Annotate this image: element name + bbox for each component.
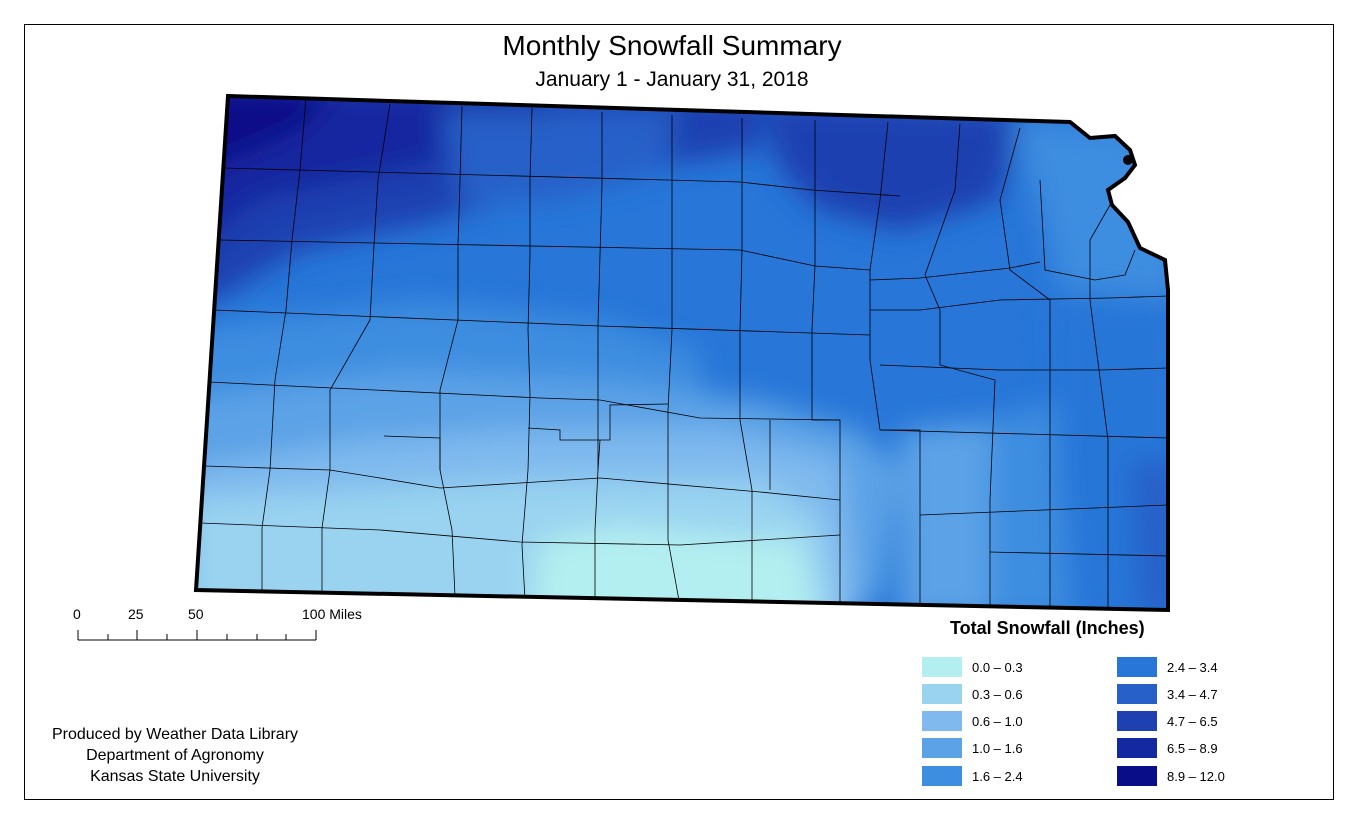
legend-swatch — [1117, 738, 1157, 758]
scale-bar: 0 25 50 100 Miles — [70, 602, 390, 652]
legend-label: 0.0 – 0.3 — [972, 659, 1023, 675]
legend-label: 1.0 – 1.6 — [972, 740, 1023, 756]
legend-swatch — [922, 738, 962, 758]
legend-swatch — [1117, 711, 1157, 731]
scale-tick-label: 0 — [73, 606, 81, 622]
scale-tick-label: 100 Miles — [302, 606, 362, 622]
legend-item: 1.6 – 2.4 — [922, 766, 1023, 786]
scale-bar-graphic — [77, 630, 317, 641]
legend-label: 8.9 – 12.0 — [1167, 768, 1225, 784]
scale-tick-label: 25 — [128, 606, 144, 622]
credits-line: Kansas State University — [90, 768, 260, 785]
legend-item: 8.9 – 12.0 — [1117, 766, 1225, 786]
legend-label: 0.3 – 0.6 — [972, 686, 1023, 702]
legend-swatch — [1117, 684, 1157, 704]
legend-item: 0.0 – 0.3 — [922, 657, 1023, 677]
legend-item: 2.4 – 3.4 — [1117, 657, 1218, 677]
legend-label: 0.6 – 1.0 — [972, 713, 1023, 729]
legend-item: 0.3 – 0.6 — [922, 684, 1023, 704]
legend-label: 4.7 – 6.5 — [1167, 713, 1218, 729]
credits-line: Produced by Weather Data Library — [51, 726, 299, 743]
legend-label: 3.4 – 4.7 — [1167, 686, 1218, 702]
legend-swatch — [922, 711, 962, 731]
legend-label: 2.4 – 3.4 — [1167, 659, 1218, 675]
legend-item: 6.5 – 8.9 — [1117, 738, 1218, 758]
legend-item: 4.7 – 6.5 — [1117, 711, 1218, 731]
legend-item: 1.0 – 1.6 — [922, 738, 1023, 758]
legend-label: 1.6 – 2.4 — [972, 768, 1023, 784]
snowfall-surface — [196, 96, 1168, 610]
legend-swatch — [922, 684, 962, 704]
county-boundaries — [199, 97, 1168, 610]
legend-swatch — [922, 766, 962, 786]
legend-swatch — [1117, 657, 1157, 677]
legend-label: 6.5 – 8.9 — [1167, 740, 1218, 756]
legend-title: Total Snowfall (Inches) — [950, 618, 1145, 638]
scale-tick-label: 50 — [188, 606, 204, 622]
legend-item: 3.4 – 4.7 — [1117, 684, 1218, 704]
map-frame — [24, 24, 1334, 800]
kansas-state-outline — [193, 93, 1170, 613]
credits: Produced by Weather Data Library Departm… — [30, 724, 320, 787]
map-subtitle: January 1 - January 31, 2018 — [535, 68, 809, 91]
map-title: Monthly Snowfall Summary — [502, 30, 842, 61]
legend-item: 0.6 – 1.0 — [922, 711, 1023, 731]
legend-swatch — [922, 657, 962, 677]
credits-line: Department of Agronomy — [86, 747, 264, 764]
legend-swatch — [1117, 766, 1157, 786]
